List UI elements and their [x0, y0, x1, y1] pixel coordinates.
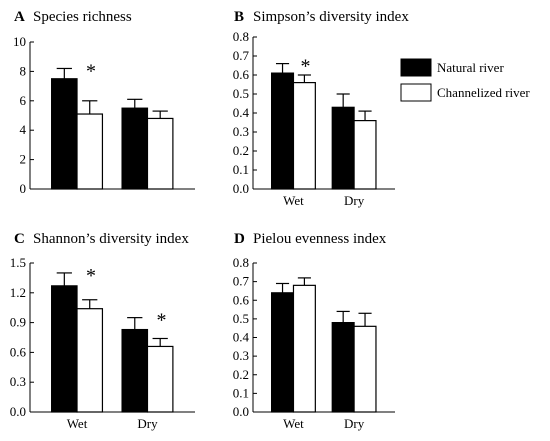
y-tick-label: 0.0	[10, 404, 26, 419]
y-tick-label: 0.2	[233, 367, 249, 382]
panel-b: B Simpson’s diversity index 0.0 0.1 0.2 0.3 0.…	[233, 9, 410, 208]
y-tick-label: 0.3	[233, 124, 249, 139]
legend-swatch-natural	[400, 58, 432, 77]
y-tick-label: 0.0	[233, 404, 249, 419]
panel-letter: C	[14, 231, 25, 247]
legend-swatch-channelized	[400, 83, 432, 102]
bar	[76, 113, 104, 190]
y-tick-label: 6	[20, 93, 27, 108]
y-tick-label: 0.6	[233, 292, 250, 307]
y-tick-label: 0	[20, 181, 27, 196]
y-tick-label: 0.5	[233, 86, 249, 101]
bar	[331, 322, 355, 413]
panel-title: Pielou evenness index	[253, 231, 387, 247]
panel-a: A Species richness 0 2 4 6 8 10 *	[13, 9, 195, 196]
legend-label-channelized: Channelized river	[437, 85, 530, 100]
y-tick-label: 0.2	[233, 143, 249, 158]
bar	[292, 284, 316, 413]
y-tick-label: 0.7	[233, 48, 250, 63]
y-tick-label: 0.8	[233, 29, 249, 44]
panel-title: Shannon’s diversity index	[33, 231, 189, 247]
y-tick-label: 0.0	[233, 181, 249, 196]
panel-d: D Pielou evenness index 0.0 0.1 0.2 0.3 0.4 0.5…	[233, 231, 395, 431]
bar	[331, 106, 355, 190]
y-tick-label: 0.4	[233, 105, 250, 120]
panels: A Species richness 0 2 4 6 8 10 * B Simpson’s dive…	[10, 9, 410, 431]
bar	[121, 107, 149, 190]
x-tick-label: Wet	[283, 193, 304, 208]
significance-marker: *	[86, 265, 96, 287]
bar	[353, 325, 377, 413]
bar	[51, 285, 78, 413]
y-tick-label: 0.7	[233, 274, 250, 289]
y-tick-label: 1.2	[10, 285, 26, 300]
y-tick-label: 0.5	[233, 311, 249, 326]
panel-letter: A	[14, 9, 25, 25]
x-tick-label: Dry	[137, 416, 158, 431]
panel-title: Simpson’s diversity index	[253, 9, 409, 25]
bar	[353, 119, 377, 190]
y-tick-label: 4	[20, 122, 27, 137]
significance-marker: *	[300, 56, 310, 78]
bar	[146, 117, 174, 190]
bar	[271, 72, 295, 190]
y-tick-label: 0.3	[10, 374, 26, 389]
x-tick-label: Wet	[283, 416, 304, 431]
significance-marker: *	[156, 310, 166, 332]
y-tick-label: 1.5	[10, 255, 26, 270]
x-tick-label: Wet	[67, 416, 88, 431]
significance-marker: *	[86, 60, 96, 82]
legend-label-natural: Natural river	[437, 60, 504, 75]
bar	[146, 345, 174, 413]
y-tick-label: 0.4	[233, 330, 250, 345]
panel-c: C Shannon’s diversity index 0.0 0.3 0.6 0.9 1.…	[10, 231, 195, 431]
bar	[121, 328, 149, 413]
bar	[292, 81, 316, 190]
x-tick-label: Dry	[344, 416, 365, 431]
y-tick-label: 0.6	[233, 67, 250, 82]
bar	[271, 292, 295, 413]
legend: Natural river Channelized river	[400, 58, 530, 102]
bar	[76, 308, 104, 413]
y-tick-label: 10	[13, 34, 26, 49]
y-tick-label: 0.3	[233, 348, 249, 363]
y-tick-label: 2	[20, 152, 27, 167]
y-tick-label: 0.1	[233, 385, 249, 400]
y-tick-label: 8	[20, 63, 27, 78]
panel-letter: D	[234, 231, 245, 247]
y-tick-label: 0.8	[233, 255, 249, 270]
panel-letter: B	[234, 9, 244, 25]
bar	[51, 78, 78, 190]
panel-title: Species richness	[33, 9, 132, 25]
y-tick-label: 0.1	[233, 162, 249, 177]
y-tick-label: 0.9	[10, 315, 26, 330]
x-tick-label: Dry	[344, 193, 365, 208]
y-tick-label: 0.6	[10, 344, 27, 359]
